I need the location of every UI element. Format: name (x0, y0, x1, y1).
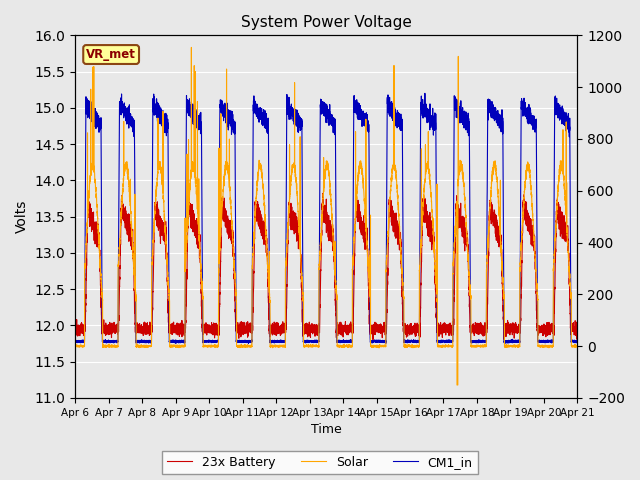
Solar (71, 343, 79, 349)
CM1_in (452, 102, 460, 108)
Solar (573, 343, 581, 348)
Solar (552, 213, 560, 219)
23x Battery (452, 193, 460, 199)
23x Battery (438, 329, 446, 335)
23x Battery (71, 327, 79, 333)
Text: VR_met: VR_met (86, 48, 136, 61)
Line: Solar: Solar (75, 48, 577, 385)
23x Battery (369, 337, 377, 343)
Solar (438, 343, 446, 349)
CM1_in (421, 90, 429, 96)
23x Battery (547, 328, 554, 334)
Legend: 23x Battery, Solar, CM1_in: 23x Battery, Solar, CM1_in (163, 451, 477, 474)
CM1_in (242, 339, 250, 345)
Line: 23x Battery: 23x Battery (75, 193, 577, 340)
CM1_in (552, 101, 560, 107)
CM1_in (573, 338, 581, 344)
Solar (452, 200, 460, 205)
CM1_in (309, 338, 317, 344)
Title: System Power Voltage: System Power Voltage (241, 15, 412, 30)
23x Battery (573, 327, 581, 333)
Solar (309, 344, 317, 350)
X-axis label: Time: Time (311, 423, 342, 436)
CM1_in (438, 339, 446, 345)
CM1_in (244, 340, 252, 346)
CM1_in (547, 339, 554, 345)
Solar (453, 382, 461, 388)
Solar (188, 45, 195, 50)
Solar (242, 343, 250, 349)
23x Battery (552, 208, 560, 214)
CM1_in (71, 338, 79, 344)
Y-axis label: Volts: Volts (15, 200, 29, 233)
23x Battery (309, 329, 317, 335)
Solar (547, 344, 554, 349)
23x Battery (242, 330, 250, 336)
Line: CM1_in: CM1_in (75, 93, 577, 343)
23x Battery (319, 191, 326, 196)
